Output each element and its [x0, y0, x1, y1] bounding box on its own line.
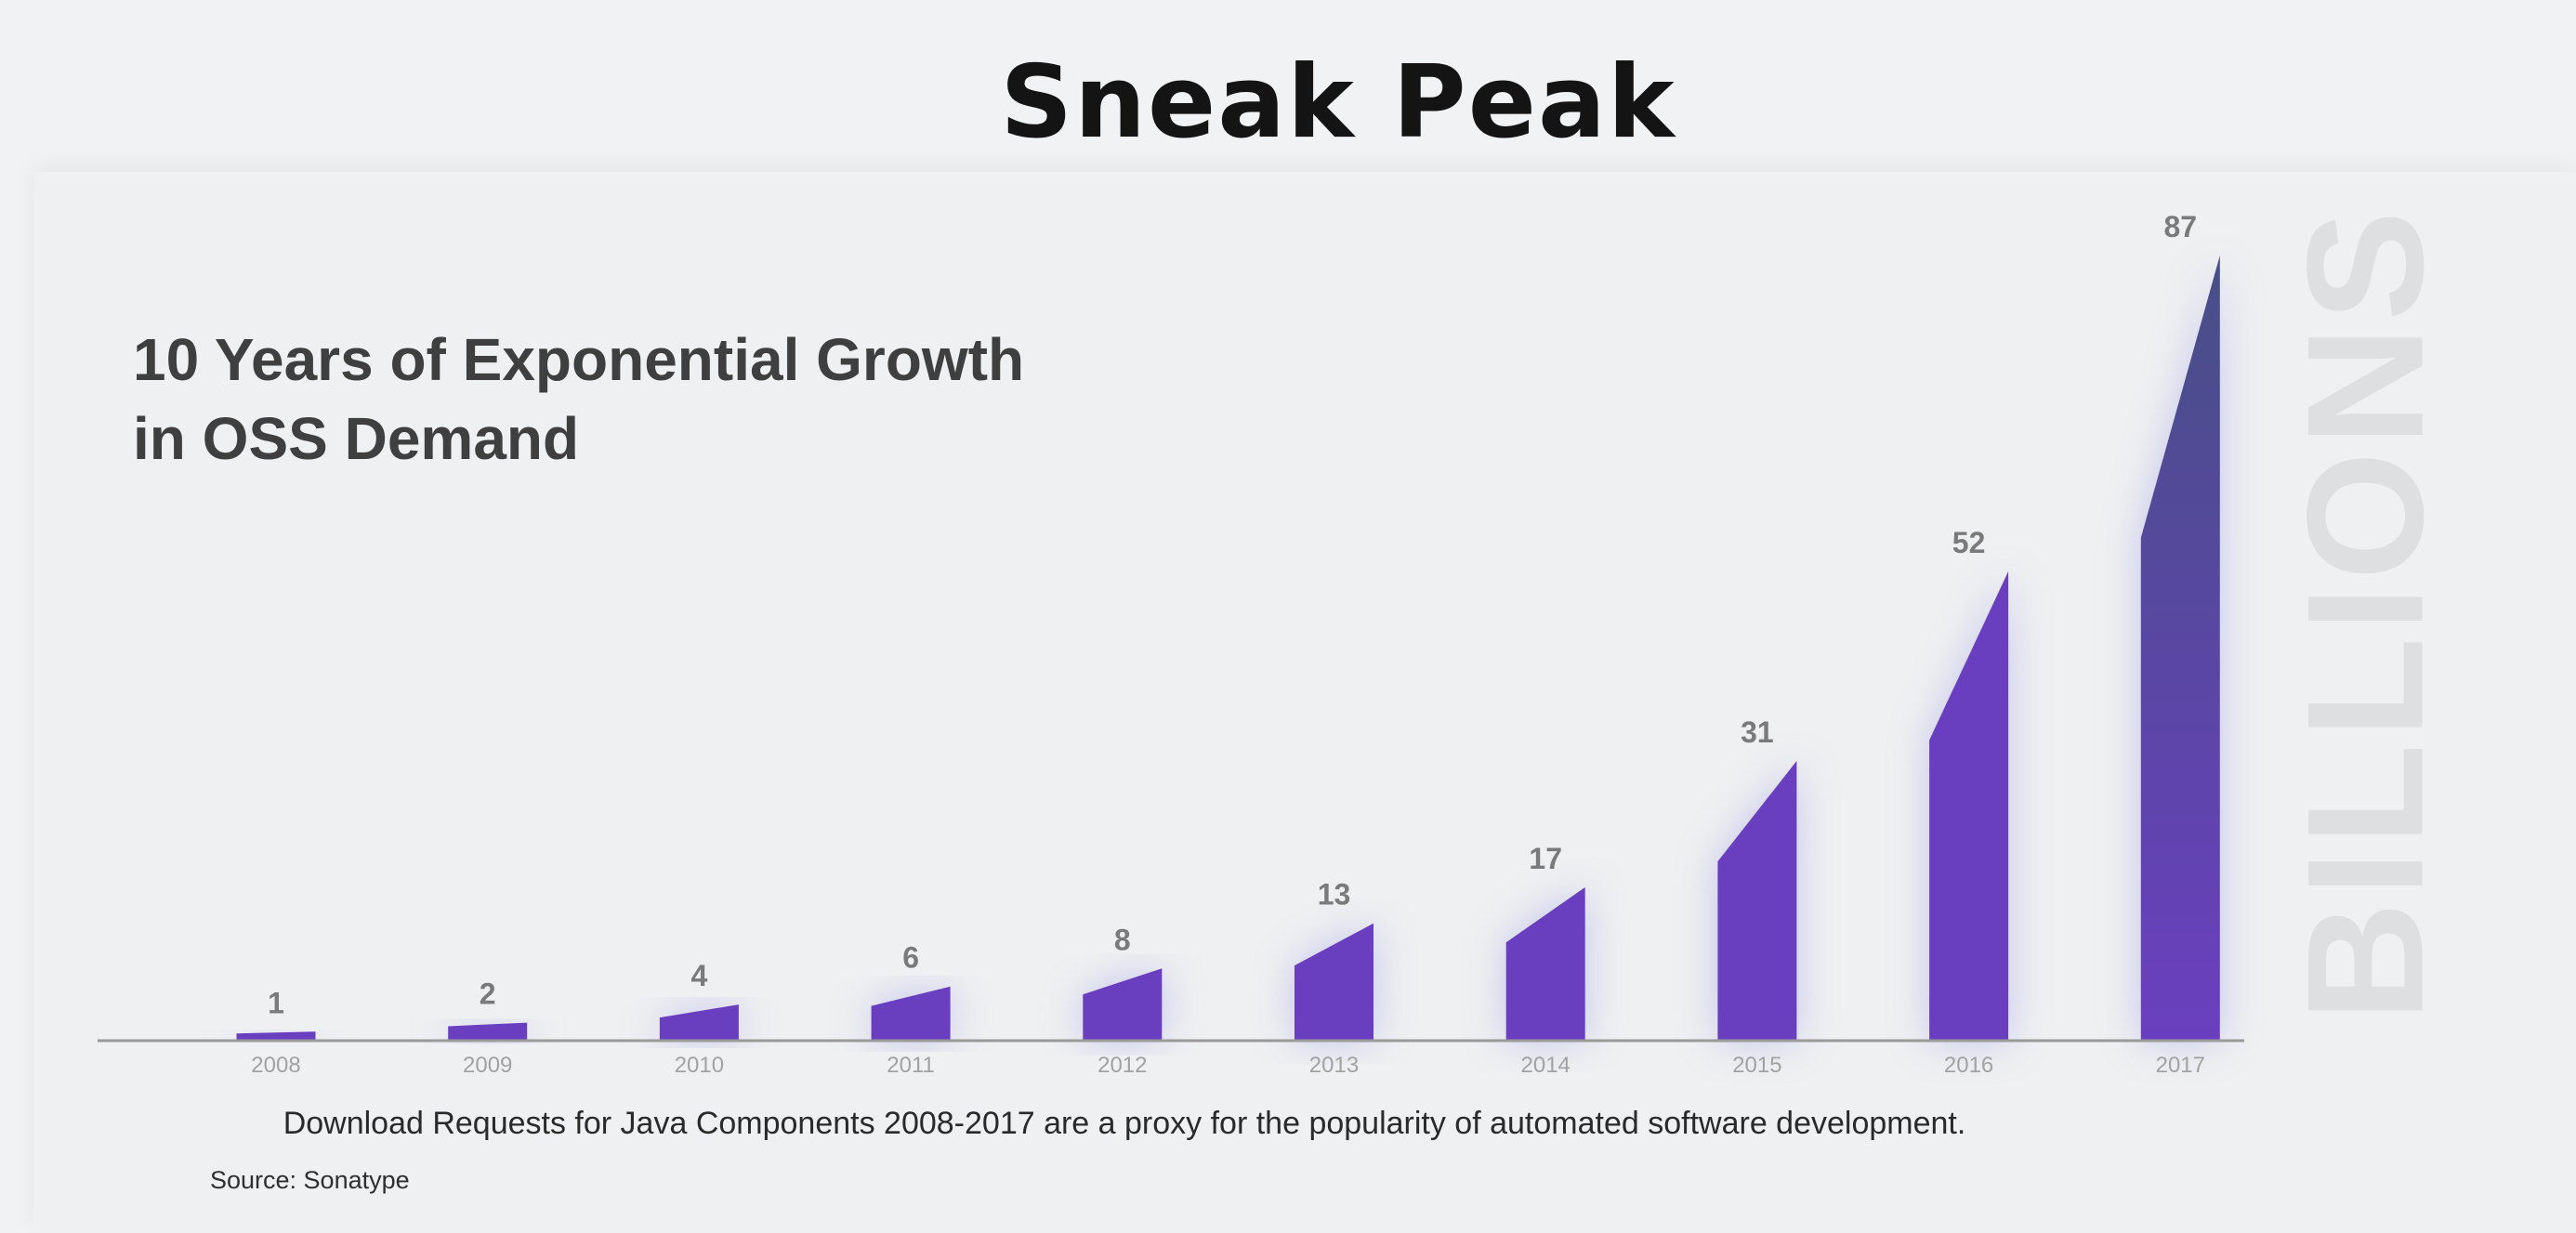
source-note: Source: Sonatype: [210, 1166, 410, 1194]
bar-glows: [236, 256, 2220, 1041]
value-label-2009: 2: [480, 977, 496, 1011]
value-label-2011: 6: [902, 941, 919, 975]
bar-2011: [871, 986, 951, 1041]
value-label-2016: 52: [1952, 526, 1986, 559]
chart-title-line-2: in OSS Demand: [133, 405, 580, 472]
tick-label-2013: 2013: [1309, 1053, 1359, 1078]
value-label-2013: 13: [1318, 878, 1351, 912]
value-label-2014: 17: [1529, 842, 1562, 875]
value-label-2015: 31: [1741, 715, 1774, 749]
chart-title: 10 Years of Exponential Growth in OSS De…: [133, 321, 1024, 479]
bar-2013: [1295, 923, 1373, 1041]
chart-title-line-1: 10 Years of Exponential Growth: [133, 326, 1025, 393]
value-label-2008: 1: [268, 986, 284, 1019]
tick-label-2014: 2014: [1521, 1053, 1571, 1078]
bar-2009: [448, 1022, 528, 1041]
bar-2008: [236, 1031, 316, 1041]
bar-2010: [659, 1004, 739, 1041]
bar-2012: [1083, 968, 1163, 1041]
tick-label-2011: 2011: [887, 1053, 935, 1078]
tick-label-2008: 2008: [251, 1053, 300, 1078]
chart-caption: Download Requests for Java Components 20…: [283, 1106, 1966, 1141]
value-label-2017: 87: [2164, 210, 2198, 243]
bar-2017: [2140, 256, 2220, 1041]
tick-label-2016: 2016: [1944, 1053, 1993, 1078]
bar-2016: [1929, 571, 2009, 1041]
value-label-2012: 8: [1114, 923, 1131, 956]
tick-label-2010: 2010: [675, 1053, 724, 1078]
bars: [236, 256, 2220, 1041]
tick-label-2009: 2009: [463, 1053, 512, 1078]
slide-title: Sneak Peak: [1000, 45, 1676, 161]
value-label-2010: 4: [691, 959, 708, 992]
tick-label-2012: 2012: [1097, 1053, 1147, 1078]
value-labels: 1 2 4 6 8 13 17 31 52 87: [268, 210, 2197, 1019]
tick-label-2015: 2015: [1732, 1053, 1781, 1078]
tick-label-2017: 2017: [2156, 1053, 2205, 1078]
bar-2014: [1505, 886, 1585, 1041]
bar-2015: [1717, 760, 1797, 1041]
x-tick-labels: 2008 2009 2010 2011 2012 2013 2014 2015 2016 2017: [251, 1053, 2205, 1078]
